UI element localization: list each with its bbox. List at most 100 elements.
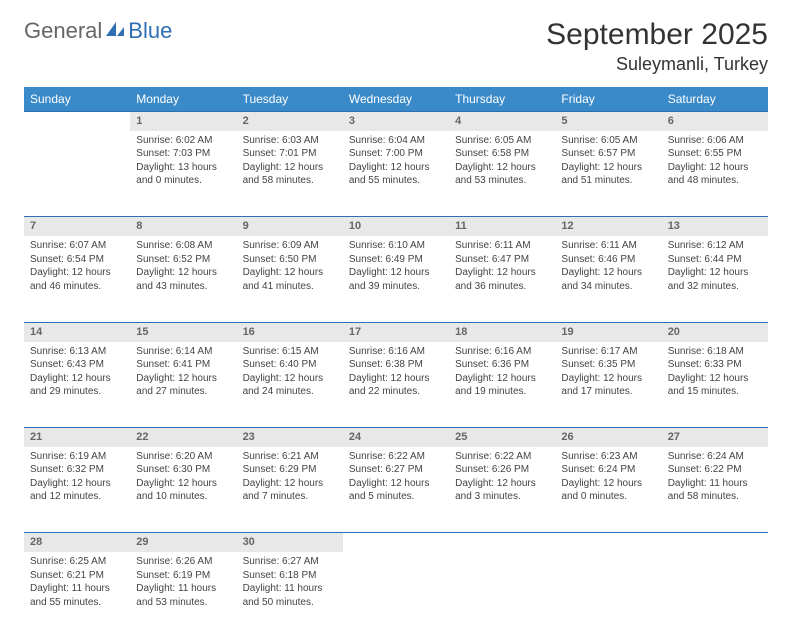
day-sunrise: Sunrise: 6:18 AM [668, 345, 762, 359]
day-content-cell [343, 552, 449, 638]
day-content-cell: Sunrise: 6:05 AMSunset: 6:58 PMDaylight:… [449, 131, 555, 217]
day-day1: Daylight: 12 hours [30, 266, 124, 280]
day-number-cell: 2 [237, 112, 343, 131]
day-sunrise: Sunrise: 6:16 AM [455, 345, 549, 359]
day-sunrise: Sunrise: 6:05 AM [561, 134, 655, 148]
day-number-cell: 27 [662, 428, 768, 447]
day-number-cell: 4 [449, 112, 555, 131]
day-content-cell: Sunrise: 6:09 AMSunset: 6:50 PMDaylight:… [237, 236, 343, 322]
day-content-row: Sunrise: 6:25 AMSunset: 6:21 PMDaylight:… [24, 552, 768, 638]
day-sunset: Sunset: 6:19 PM [136, 569, 230, 583]
day-content-cell: Sunrise: 6:13 AMSunset: 6:43 PMDaylight:… [24, 342, 130, 428]
weekday-header: Friday [555, 87, 661, 112]
day-day2: and 58 minutes. [668, 490, 762, 504]
day-day1: Daylight: 12 hours [668, 266, 762, 280]
day-day1: Daylight: 11 hours [136, 582, 230, 596]
day-sunrise: Sunrise: 6:19 AM [30, 450, 124, 464]
day-day1: Daylight: 12 hours [561, 161, 655, 175]
day-day2: and 50 minutes. [243, 596, 337, 610]
day-content-cell: Sunrise: 6:26 AMSunset: 6:19 PMDaylight:… [130, 552, 236, 638]
day-sunrise: Sunrise: 6:07 AM [30, 239, 124, 253]
location: Suleymanli, Turkey [546, 54, 768, 75]
day-content-cell: Sunrise: 6:10 AMSunset: 6:49 PMDaylight:… [343, 236, 449, 322]
day-sunrise: Sunrise: 6:05 AM [455, 134, 549, 148]
day-number-cell: 23 [237, 428, 343, 447]
day-number-cell: 13 [662, 217, 768, 236]
day-sunset: Sunset: 6:41 PM [136, 358, 230, 372]
day-number-cell [343, 533, 449, 552]
day-content-row: Sunrise: 6:07 AMSunset: 6:54 PMDaylight:… [24, 236, 768, 322]
day-sunrise: Sunrise: 6:08 AM [136, 239, 230, 253]
day-content-cell: Sunrise: 6:11 AMSunset: 6:47 PMDaylight:… [449, 236, 555, 322]
day-day2: and 51 minutes. [561, 174, 655, 188]
day-day2: and 43 minutes. [136, 280, 230, 294]
day-content-row: Sunrise: 6:02 AMSunset: 7:03 PMDaylight:… [24, 131, 768, 217]
day-sunset: Sunset: 6:29 PM [243, 463, 337, 477]
day-sunset: Sunset: 6:52 PM [136, 253, 230, 267]
day-content-cell: Sunrise: 6:14 AMSunset: 6:41 PMDaylight:… [130, 342, 236, 428]
day-content-cell: Sunrise: 6:12 AMSunset: 6:44 PMDaylight:… [662, 236, 768, 322]
day-sunset: Sunset: 7:00 PM [349, 147, 443, 161]
day-sunrise: Sunrise: 6:20 AM [136, 450, 230, 464]
day-day1: Daylight: 12 hours [30, 372, 124, 386]
day-day1: Daylight: 12 hours [455, 477, 549, 491]
day-content-cell: Sunrise: 6:07 AMSunset: 6:54 PMDaylight:… [24, 236, 130, 322]
day-sunset: Sunset: 7:01 PM [243, 147, 337, 161]
day-number-cell [24, 112, 130, 131]
day-sunrise: Sunrise: 6:22 AM [455, 450, 549, 464]
day-number-cell: 28 [24, 533, 130, 552]
day-day2: and 55 minutes. [349, 174, 443, 188]
day-content-cell [662, 552, 768, 638]
weekday-header: Saturday [662, 87, 768, 112]
day-sunset: Sunset: 6:46 PM [561, 253, 655, 267]
day-day2: and 10 minutes. [136, 490, 230, 504]
day-day2: and 19 minutes. [455, 385, 549, 399]
day-number-row: 14151617181920 [24, 322, 768, 341]
day-day1: Daylight: 12 hours [30, 477, 124, 491]
day-content-cell: Sunrise: 6:03 AMSunset: 7:01 PMDaylight:… [237, 131, 343, 217]
day-day1: Daylight: 12 hours [243, 266, 337, 280]
day-sunrise: Sunrise: 6:06 AM [668, 134, 762, 148]
day-day2: and 48 minutes. [668, 174, 762, 188]
day-day1: Daylight: 12 hours [561, 477, 655, 491]
day-number-cell: 20 [662, 322, 768, 341]
day-content-cell: Sunrise: 6:02 AMSunset: 7:03 PMDaylight:… [130, 131, 236, 217]
day-content-cell: Sunrise: 6:19 AMSunset: 6:32 PMDaylight:… [24, 447, 130, 533]
day-number-cell: 30 [237, 533, 343, 552]
day-number-cell: 12 [555, 217, 661, 236]
day-day2: and 22 minutes. [349, 385, 443, 399]
day-day1: Daylight: 11 hours [668, 477, 762, 491]
day-sunrise: Sunrise: 6:24 AM [668, 450, 762, 464]
day-content-cell: Sunrise: 6:04 AMSunset: 7:00 PMDaylight:… [343, 131, 449, 217]
day-content-cell: Sunrise: 6:08 AMSunset: 6:52 PMDaylight:… [130, 236, 236, 322]
day-sunset: Sunset: 6:36 PM [455, 358, 549, 372]
day-number-cell: 25 [449, 428, 555, 447]
day-sunrise: Sunrise: 6:03 AM [243, 134, 337, 148]
day-sunrise: Sunrise: 6:22 AM [349, 450, 443, 464]
day-day1: Daylight: 11 hours [30, 582, 124, 596]
day-sunrise: Sunrise: 6:13 AM [30, 345, 124, 359]
day-day2: and 7 minutes. [243, 490, 337, 504]
day-day1: Daylight: 12 hours [561, 372, 655, 386]
day-content-cell: Sunrise: 6:05 AMSunset: 6:57 PMDaylight:… [555, 131, 661, 217]
day-sunrise: Sunrise: 6:09 AM [243, 239, 337, 253]
day-number-cell: 29 [130, 533, 236, 552]
day-number-cell: 3 [343, 112, 449, 131]
day-day2: and 29 minutes. [30, 385, 124, 399]
day-day2: and 3 minutes. [455, 490, 549, 504]
day-number-cell: 11 [449, 217, 555, 236]
day-day1: Daylight: 12 hours [349, 372, 443, 386]
day-sunset: Sunset: 6:50 PM [243, 253, 337, 267]
day-number-cell: 5 [555, 112, 661, 131]
day-day2: and 15 minutes. [668, 385, 762, 399]
day-number-row: 21222324252627 [24, 428, 768, 447]
logo-text-blue: Blue [128, 18, 172, 44]
day-day1: Daylight: 12 hours [243, 372, 337, 386]
day-day1: Daylight: 12 hours [349, 477, 443, 491]
day-day2: and 55 minutes. [30, 596, 124, 610]
day-day2: and 53 minutes. [136, 596, 230, 610]
day-sunset: Sunset: 6:30 PM [136, 463, 230, 477]
day-sunrise: Sunrise: 6:04 AM [349, 134, 443, 148]
day-day2: and 0 minutes. [136, 174, 230, 188]
day-day2: and 27 minutes. [136, 385, 230, 399]
